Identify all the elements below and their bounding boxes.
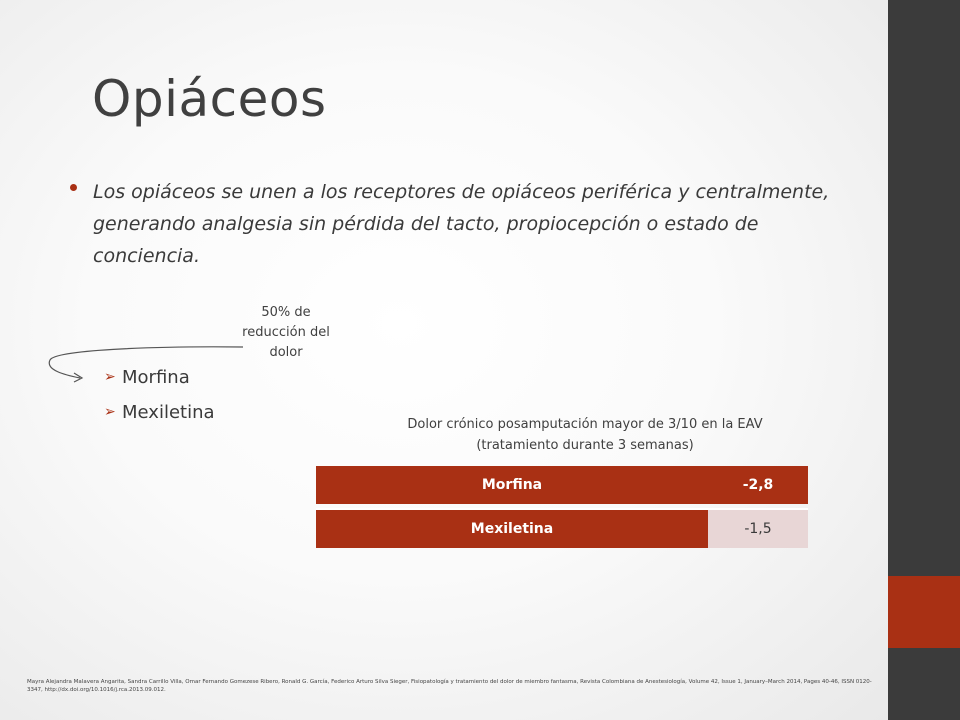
side-accent-block [888, 576, 960, 648]
curved-arrow-icon [48, 346, 244, 383]
slide-title: Opiáceos [92, 70, 327, 128]
slide: Opiáceos Los opiáceos se unen a los rece… [0, 0, 888, 720]
table-cell-drug: Mexiletina [316, 510, 708, 548]
arrow-right-icon: ➢ [104, 404, 116, 420]
bullet-dot-icon [70, 184, 77, 191]
list-item-label: Mexiletina [122, 402, 215, 423]
table-row: Mexiletina -1,5 [316, 508, 808, 548]
table-caption: Dolor crónico posamputación mayor de 3/1… [407, 417, 763, 453]
table-cell-value: -2,8 [708, 466, 808, 504]
table-row: Morfina -2,8 [316, 466, 808, 504]
table-cell-drug: Morfina [316, 466, 708, 504]
citation-footnote: Mayra Alejandra Malavera Angarita, Sandr… [27, 679, 872, 693]
arrow-right-icon: ➢ [104, 369, 116, 385]
reduction-note: 50% de reducción del dolor [242, 305, 330, 360]
list-item-label: Morfina [122, 367, 190, 388]
list-item: ➢ Morfina [104, 367, 190, 388]
list-item: ➢ Mexiletina [104, 402, 215, 423]
table-cell-value: -1,5 [708, 510, 808, 548]
bullet-text: Los opiáceos se unen a los receptores de… [93, 181, 830, 267]
results-table: Morfina -2,8 Mexiletina -1,5 [316, 466, 808, 552]
